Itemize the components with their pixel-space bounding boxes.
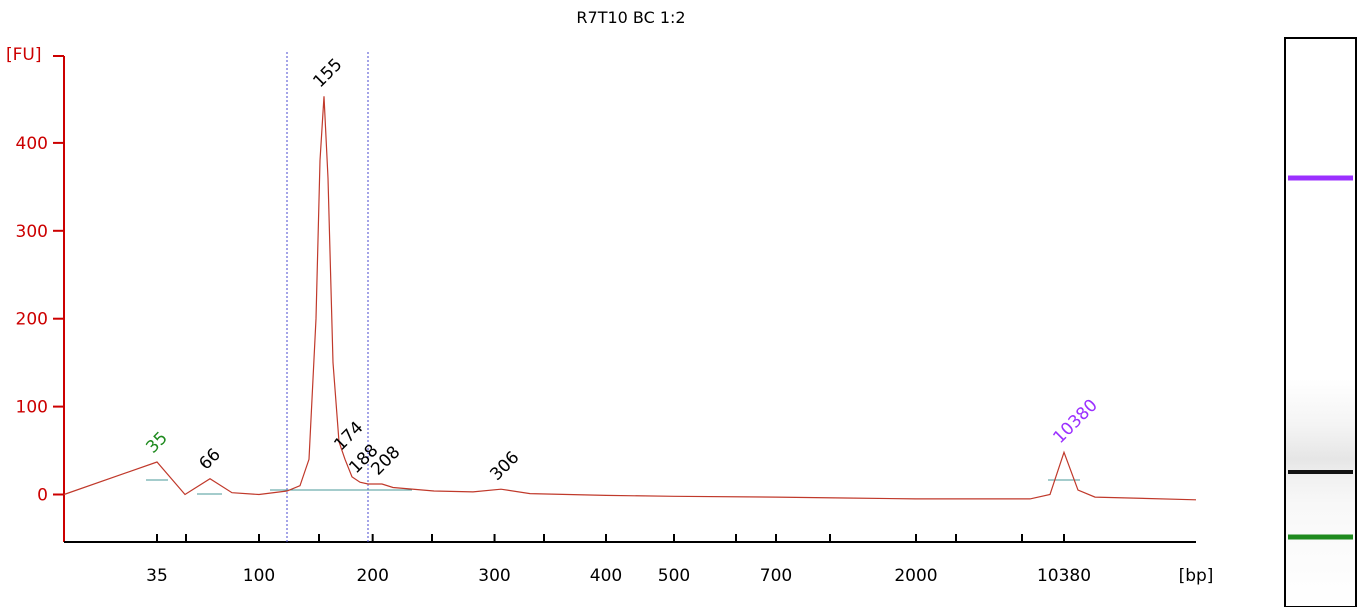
y-tick-label: 400: [16, 134, 48, 154]
peak-label: 306: [486, 448, 523, 485]
x-tick-label: 35: [146, 566, 168, 586]
x-tick-label: 200: [356, 566, 388, 586]
gel-lane: [1284, 37, 1357, 607]
gel-band-lower-marker: [1288, 534, 1353, 540]
region-lines: [286, 52, 369, 542]
chart-title: R7T10 BC 1:2: [576, 8, 685, 27]
x-tick-label: 10380: [1037, 566, 1091, 586]
peak-label: 155: [309, 55, 346, 92]
y-tick-label: 200: [16, 310, 48, 330]
y-axis-label: [FU]: [6, 45, 42, 65]
y-tick-label: 0: [37, 486, 48, 506]
y-tick-label: 100: [16, 398, 48, 418]
trace-group: [63, 96, 1197, 501]
x-tick-label: 500: [658, 566, 690, 586]
gel-band-upper-marker: [1288, 175, 1353, 181]
gel-lane-frame: [1284, 37, 1357, 607]
x-tick-label: 100: [243, 566, 275, 586]
peak-baselines: [146, 479, 1080, 495]
gel-band-main-band: [1288, 470, 1353, 474]
peak-label: 66: [195, 445, 224, 474]
axes: 0 100 200 300 400 35 100 200 300 400 500 700 2000 103…: [16, 55, 1196, 586]
trace-line: [63, 96, 1197, 501]
x-tick-label: 400: [590, 566, 622, 586]
peak-label: 35: [142, 428, 171, 457]
x-axis-label: [bp]: [1179, 566, 1214, 586]
y-tick-label: 300: [16, 222, 48, 242]
x-tick-label: 700: [760, 566, 792, 586]
x-tick-label: 2000: [894, 566, 937, 586]
peak-label: 10380: [1049, 395, 1101, 447]
x-tick-label: 300: [478, 566, 510, 586]
